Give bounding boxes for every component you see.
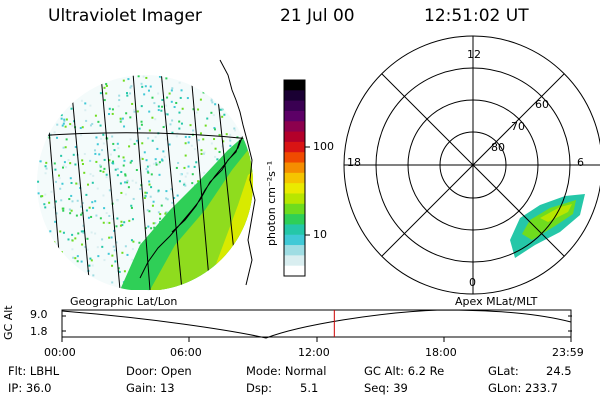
date-label: 21 Jul 00 <box>280 6 355 26</box>
colorbar-tick-10: 10 <box>313 228 327 241</box>
apex-label: Apex MLat/MLT <box>455 295 538 308</box>
door-info: Door: Open <box>126 364 192 378</box>
colorbar-swatch <box>284 193 305 205</box>
mlat-label-70: 70 <box>511 120 525 133</box>
colorbar <box>283 79 310 277</box>
colorbar-swatch <box>284 172 305 184</box>
colorbar-swatch <box>284 100 305 112</box>
mlat-label-60: 60 <box>535 98 549 111</box>
seq-info: Seq: 39 <box>364 381 408 395</box>
colorbar-swatch <box>284 265 305 277</box>
colorbar-swatch <box>284 214 305 226</box>
colorbar-swatch <box>284 162 305 174</box>
timeline-xtick-1800: 18:00 <box>425 346 457 359</box>
geographic-image <box>37 75 253 291</box>
colorbar-swatch <box>284 183 305 195</box>
ip-info: IP: 36.0 <box>8 381 52 395</box>
colorbar-unit-label: photon cm⁻²s⁻¹ <box>265 160 278 246</box>
colorbar-swatch <box>284 224 305 236</box>
dsp-value: 5.1 <box>300 381 319 395</box>
altitude-timeline <box>61 309 572 342</box>
timeline-xtick-0600: 06:00 <box>170 346 202 359</box>
mlt-label-0: 0 <box>469 276 476 289</box>
colorbar-swatch <box>284 141 305 153</box>
timeline-axis-label: GC Alt <box>2 305 15 340</box>
timeline-ytick-1-8: 1.8 <box>30 325 48 338</box>
colorbar-swatch <box>284 255 305 267</box>
mlt-label-18: 18 <box>347 156 361 169</box>
colorbar-swatch <box>284 80 305 91</box>
glon-info: GLon: 233.7 <box>488 381 558 395</box>
colorbar-swatch <box>284 131 305 143</box>
colorbar-swatch <box>284 110 305 122</box>
glat-value: 24.5 <box>546 364 572 378</box>
geographic-label: Geographic Lat/Lon <box>70 295 178 308</box>
mlat-label-80: 80 <box>491 141 505 154</box>
colorbar-swatch <box>284 90 305 102</box>
colorbar-swatch <box>284 203 305 215</box>
glat-info: GLat: <box>488 364 519 378</box>
colorbar-tick-100: 100 <box>313 140 334 153</box>
colorbar-swatch <box>284 245 305 256</box>
colorbar-swatch <box>284 234 305 246</box>
gain-info: Gain: 13 <box>126 381 175 395</box>
polar-plot <box>343 35 600 295</box>
coastline-outer <box>219 59 256 286</box>
instrument-title: Ultraviolet Imager <box>48 6 202 26</box>
colorbar-swatch <box>284 152 305 164</box>
timeline-ytick-9: 9.0 <box>30 308 48 321</box>
mlt-label-6: 6 <box>577 156 584 169</box>
timeline-xtick-2359: 23:59 <box>552 346 584 359</box>
timeline-xtick-1200: 12:00 <box>298 346 330 359</box>
coastline <box>139 129 246 279</box>
mlt-label-12: 12 <box>467 48 481 61</box>
time-label: 12:51:02 UT <box>424 6 529 26</box>
mode-info: Mode: Normal <box>246 364 327 378</box>
filter-info: Flt: LBHL <box>8 364 60 378</box>
altitude-curve <box>61 309 572 339</box>
dsp-info: Dsp: <box>246 381 273 395</box>
timeline-xtick-0000: 00:00 <box>44 346 76 359</box>
colorbar-swatch <box>284 121 305 133</box>
gc-alt-info: GC Alt: 6.2 Re <box>364 364 445 378</box>
